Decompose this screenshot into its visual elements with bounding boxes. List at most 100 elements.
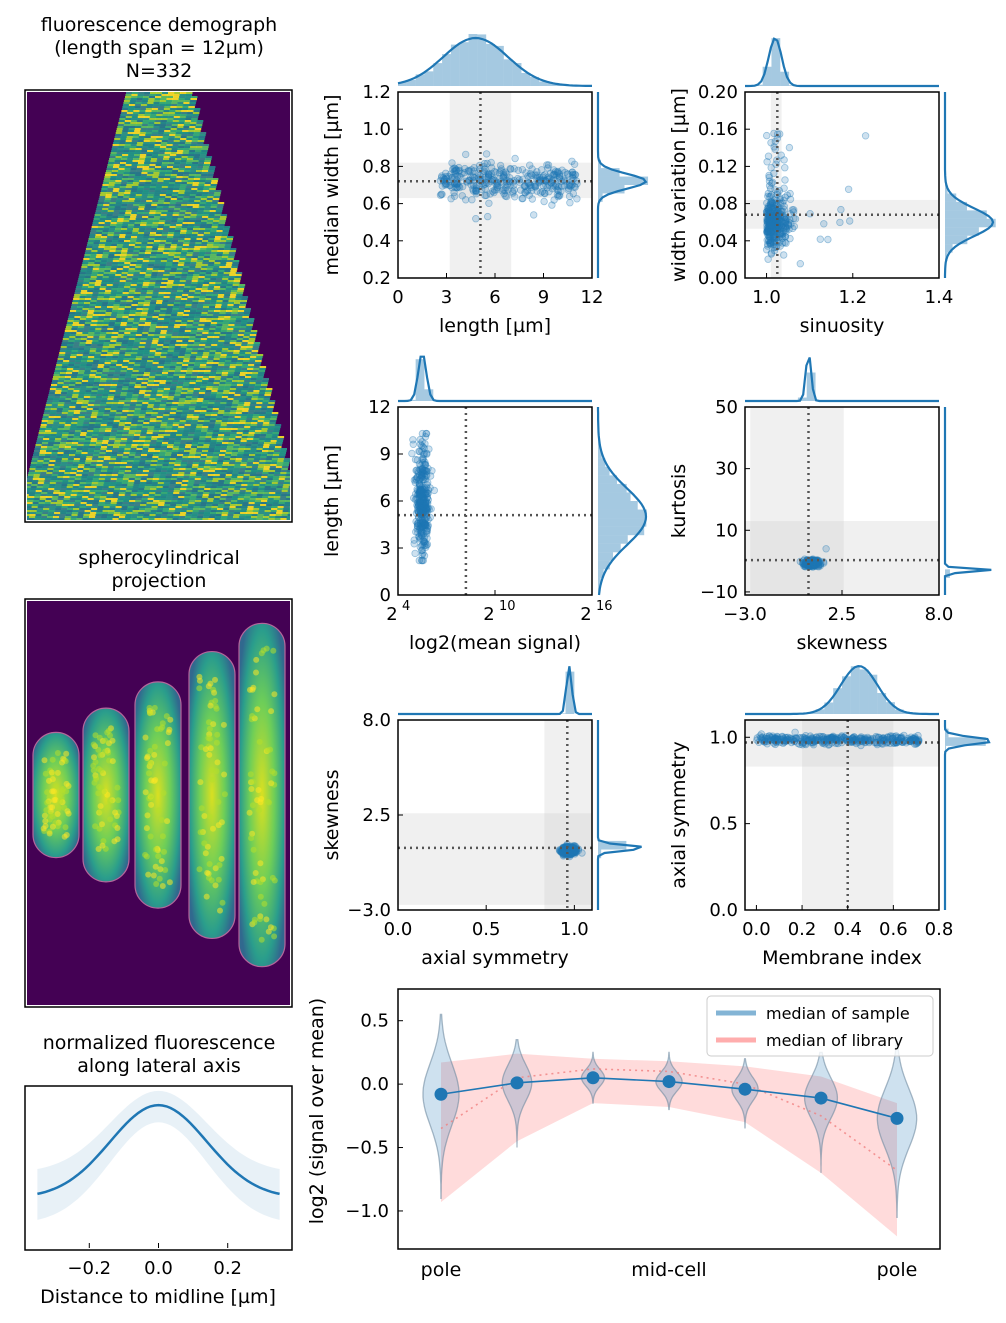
- demograph-stripe: [128, 244, 136, 247]
- demograph-stripe: [185, 116, 193, 119]
- demograph-stripe: [62, 386, 69, 389]
- demograph-stripe: [236, 294, 243, 297]
- demograph-stripe: [147, 196, 154, 199]
- demograph-stripe: [96, 416, 104, 419]
- demograph-stripe: [153, 196, 160, 199]
- demograph-stripe: [166, 424, 174, 427]
- demograph-stripe: [199, 228, 206, 231]
- demograph-stripe: [120, 278, 127, 281]
- demograph-stripe: [93, 404, 101, 407]
- demograph-stripe: [137, 396, 145, 399]
- demograph-stripe: [109, 412, 117, 415]
- demograph-stripe: [147, 336, 154, 339]
- demograph-stripe: [97, 274, 104, 277]
- demograph-stripe: [223, 274, 230, 277]
- demograph-stripe: [191, 236, 198, 239]
- demograph-stripe: [69, 336, 76, 339]
- demograph-stripe: [115, 158, 122, 161]
- demograph-stripe: [169, 320, 176, 323]
- demograph-stripe: [203, 352, 210, 355]
- demograph-stripe: [103, 202, 111, 205]
- demograph-stripe: [89, 282, 96, 285]
- demograph-stripe: [107, 374, 114, 377]
- demograph-stripe: [170, 292, 178, 295]
- demograph-stripe: [116, 222, 124, 225]
- demograph-stripe: [116, 316, 123, 319]
- demograph-stripe: [173, 304, 180, 307]
- demograph-stripe: [161, 234, 168, 237]
- demograph-stripe: [101, 304, 108, 307]
- demograph-stripe: [215, 234, 222, 237]
- demograph-stripe: [176, 456, 183, 459]
- demograph-stripe: [118, 260, 126, 263]
- demograph-stripe: [130, 448, 137, 451]
- demograph-stripe: [100, 216, 107, 219]
- demograph-stripe: [83, 328, 90, 331]
- demograph-stripe: [159, 288, 167, 291]
- demograph-stripe: [117, 264, 125, 267]
- demograph-stripe: [133, 460, 140, 463]
- demograph-stripe: [173, 444, 180, 447]
- demograph-stripe: [190, 240, 197, 243]
- demograph-stripe: [182, 270, 189, 273]
- demograph-stripe: [192, 232, 199, 235]
- demograph-stripe: [229, 438, 236, 441]
- demograph-stripe: [190, 238, 197, 241]
- demograph-stripe: [195, 266, 202, 269]
- demograph-stripe: [128, 198, 136, 201]
- demograph-stripe: [123, 266, 130, 269]
- demograph-stripe: [78, 276, 86, 279]
- demograph-stripe: [74, 408, 82, 411]
- demograph-stripe: [115, 414, 122, 417]
- demograph-stripe: [164, 270, 171, 273]
- demograph-stripe: [242, 340, 249, 343]
- demograph-stripe: [277, 438, 284, 441]
- demograph-stripe: [195, 172, 202, 175]
- demograph-stripe: [179, 164, 186, 167]
- demograph-stripe: [135, 454, 142, 457]
- demograph-stripe: [115, 272, 123, 275]
- demograph-stripe: [178, 310, 185, 313]
- demograph-stripe: [170, 244, 178, 247]
- demograph-stripe: [266, 408, 274, 411]
- demograph-stripe: [187, 458, 195, 461]
- demograph-stripe: [258, 372, 265, 375]
- demograph-stripe: [103, 180, 110, 183]
- demograph-stripe: [57, 404, 65, 407]
- demograph-stripe: [218, 410, 225, 413]
- demograph-stripe: [146, 364, 153, 367]
- demograph-stripe: [212, 338, 220, 341]
- demograph-stripe: [91, 250, 98, 253]
- demograph-stripe: [135, 126, 142, 129]
- demograph-stripe: [34, 450, 41, 453]
- demograph-stripe: [216, 322, 224, 325]
- demograph-stripe: [194, 152, 202, 155]
- demograph-stripe: [155, 116, 163, 119]
- demograph-stripe: [213, 358, 221, 361]
- demograph-stripe: [202, 448, 209, 451]
- demograph-stripe: [241, 344, 248, 347]
- demograph-stripe: [247, 438, 254, 441]
- demograph-stripe: [149, 326, 157, 329]
- demograph-stripe: [150, 370, 158, 373]
- demograph-stripe: [257, 396, 265, 399]
- demograph-stripe: [131, 256, 139, 259]
- demograph-stripe: [179, 236, 186, 239]
- demograph-stripe: [144, 442, 151, 445]
- demograph-stripe: [65, 396, 73, 399]
- demograph-stripe: [191, 306, 198, 309]
- demograph-stripe: [180, 112, 188, 115]
- demograph-stripe: [220, 240, 227, 243]
- demograph-stripe: [67, 412, 75, 415]
- demograph-stripe: [114, 182, 122, 185]
- demograph-stripe: [156, 442, 163, 445]
- demograph-stripe: [237, 360, 244, 363]
- demograph-stripe: [111, 336, 118, 339]
- demograph-stripe: [88, 308, 95, 311]
- demograph-stripe: [260, 432, 268, 435]
- demograph-stripe: [100, 400, 108, 403]
- demograph-stripe: [214, 448, 221, 451]
- demograph-stripe: [136, 448, 143, 451]
- demograph-stripe: [213, 290, 220, 293]
- demograph-stripe: [205, 248, 213, 251]
